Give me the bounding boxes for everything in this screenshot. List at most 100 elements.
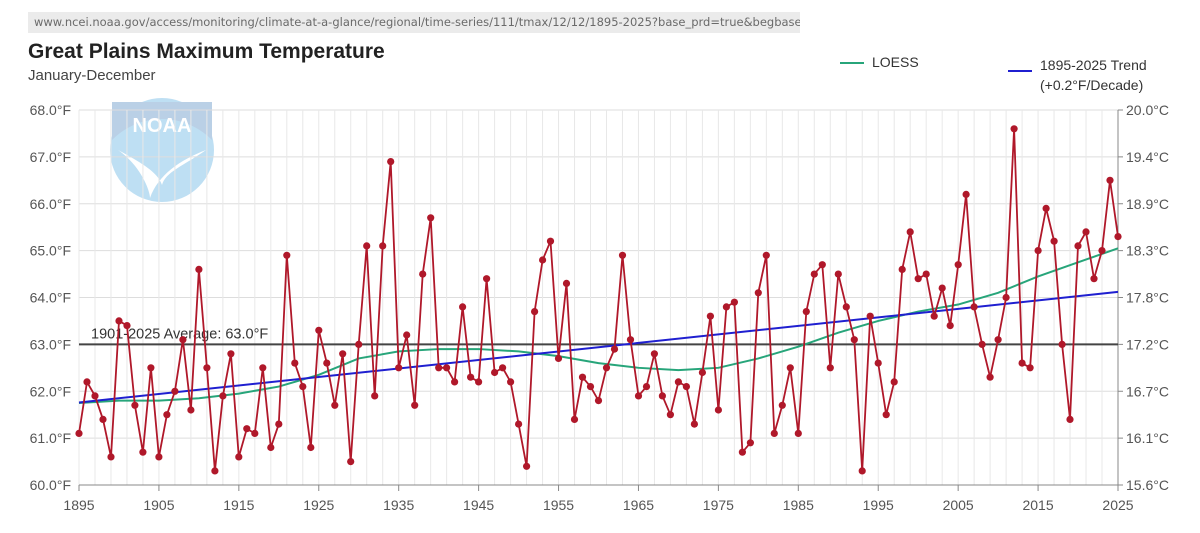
data-point xyxy=(147,364,155,372)
data-point xyxy=(83,378,91,386)
data-point xyxy=(379,242,387,250)
data-point xyxy=(195,265,203,273)
data-point xyxy=(682,383,691,391)
data-point xyxy=(834,270,842,278)
data-point xyxy=(1042,204,1050,212)
x-tick-label: 2015 xyxy=(1022,497,1053,513)
x-tick-label: 1965 xyxy=(623,497,654,513)
legend-trend-swatch xyxy=(1008,70,1032,72)
data-point xyxy=(227,350,235,358)
data-point xyxy=(858,467,866,475)
data-point xyxy=(714,406,723,414)
data-point xyxy=(243,425,251,433)
noaa-logo: NOAA xyxy=(110,98,214,202)
data-point xyxy=(283,251,291,259)
data-point xyxy=(738,448,747,456)
data-point xyxy=(131,401,139,409)
data-point xyxy=(75,429,83,437)
data-point xyxy=(163,411,171,419)
data-point xyxy=(1058,340,1066,348)
data-point xyxy=(291,359,299,367)
data-point xyxy=(1002,293,1010,302)
data-point xyxy=(986,373,994,381)
data-point xyxy=(754,289,762,297)
data-point xyxy=(946,322,954,330)
data-point xyxy=(850,336,858,344)
data-point xyxy=(211,467,219,475)
data-point xyxy=(1090,275,1098,283)
data-point xyxy=(115,317,123,325)
data-point xyxy=(371,392,379,400)
data-point xyxy=(978,340,986,348)
data-point xyxy=(970,303,978,311)
data-point xyxy=(467,373,475,381)
data-point xyxy=(443,364,451,372)
data-point xyxy=(155,453,163,461)
loess-line xyxy=(78,247,1119,404)
legend-loess-label: LOESS xyxy=(872,54,919,70)
data-point xyxy=(363,242,371,250)
data-point xyxy=(491,368,499,377)
data-point xyxy=(570,415,579,423)
data-point xyxy=(395,364,403,372)
average-label: 1901-2025 Average: 63.0°F xyxy=(91,326,268,342)
x-tick-label: 1975 xyxy=(703,497,734,513)
y2-tick-label: 17.2°C xyxy=(1126,336,1169,352)
data-point xyxy=(610,345,619,353)
data-point xyxy=(666,411,675,419)
data-point xyxy=(403,331,411,339)
data-point xyxy=(259,364,267,372)
data-point xyxy=(562,279,571,287)
data-point xyxy=(842,303,850,311)
data-point xyxy=(554,354,563,362)
data-point xyxy=(1050,237,1058,245)
data-point xyxy=(515,420,523,428)
data-point xyxy=(435,364,443,372)
data-point xyxy=(99,415,107,423)
data-point xyxy=(874,359,882,367)
data-point xyxy=(171,387,179,395)
data-point xyxy=(922,270,930,278)
y2-tick-label: 16.7°C xyxy=(1126,383,1169,399)
data-point xyxy=(1026,364,1034,372)
x-tick-label: 1915 xyxy=(223,497,254,513)
legend-trend-label-line1: 1895-2025 Trend xyxy=(1040,57,1147,73)
data-point xyxy=(674,378,683,386)
x-tick-label: 2005 xyxy=(943,497,974,513)
data-point xyxy=(355,340,363,348)
data-point xyxy=(91,392,99,400)
data-point xyxy=(299,383,307,391)
data-point xyxy=(307,443,315,452)
url-bar[interactable]: www.ncei.noaa.gov/access/monitoring/clim… xyxy=(28,12,800,33)
y2-tick-label: 19.4°C xyxy=(1126,149,1169,165)
noaa-logo-text: NOAA xyxy=(133,115,192,137)
data-point xyxy=(706,312,715,320)
data-point xyxy=(1010,125,1018,133)
data-point xyxy=(578,373,587,381)
grid xyxy=(78,109,1119,486)
data-point xyxy=(746,439,755,447)
data-point xyxy=(459,303,467,311)
data-point xyxy=(499,364,507,372)
data-point xyxy=(139,448,147,456)
data-point xyxy=(698,368,707,377)
data-point xyxy=(451,378,459,386)
y-tick-label: 60.0°F xyxy=(30,477,71,493)
data-point xyxy=(347,458,355,466)
data-point xyxy=(938,284,946,292)
data-point xyxy=(690,420,699,428)
y-tick-label: 66.0°F xyxy=(30,196,71,212)
data-point xyxy=(650,350,659,358)
data-point xyxy=(531,308,539,316)
x-tick-label: 1945 xyxy=(463,497,494,513)
data-point xyxy=(331,401,339,409)
legend-trend-label-line2: (+0.2°F/Decade) xyxy=(1040,77,1144,93)
x-tick-label: 2025 xyxy=(1102,497,1133,513)
data-point xyxy=(586,383,595,391)
data-point xyxy=(626,336,635,344)
data-point xyxy=(618,251,627,259)
data-point xyxy=(475,378,483,386)
series-group xyxy=(75,125,1122,475)
data-point xyxy=(890,378,898,386)
y2-tick-label: 17.8°C xyxy=(1126,290,1169,306)
